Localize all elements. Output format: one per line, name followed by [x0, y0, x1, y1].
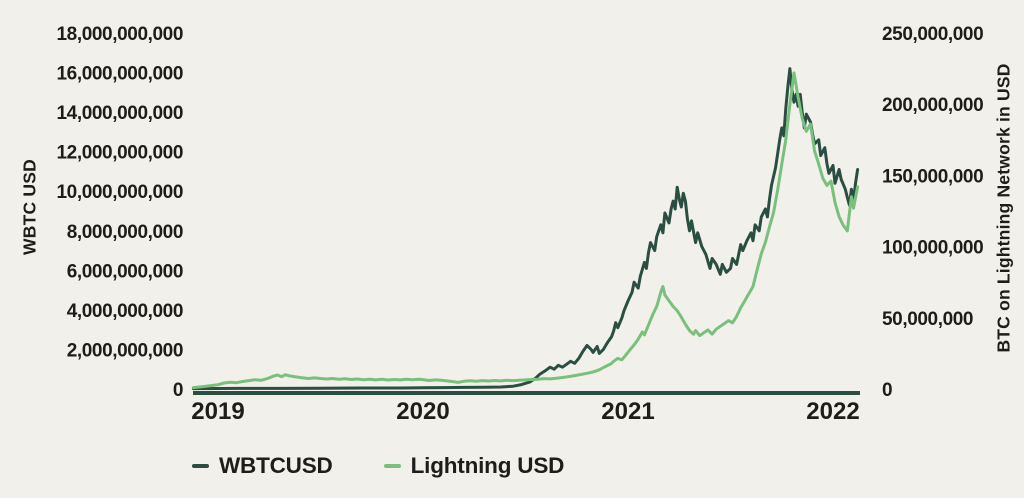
x-axis-tick-label: 2019 [191, 398, 244, 425]
series-line-wbtcusd [191, 67, 860, 391]
left-axis-tick-label: 4,000,000,000 [67, 301, 183, 322]
right-axis-tick-label: 50,000,000 [882, 309, 973, 330]
legend-label-lightning-usd: Lightning USD [410, 453, 565, 478]
left-axis-tick-label: 10,000,000,000 [57, 182, 183, 203]
wbtcusd-swatch-icon [192, 464, 209, 468]
right-axis-tick-label: 200,000,000 [882, 95, 983, 116]
left-axis-tick-label: 12,000,000,000 [57, 143, 183, 164]
left-axis-tick-label: 0 [173, 380, 183, 401]
lightning-usd-swatch-icon [383, 464, 401, 468]
right-axis-tick-label: 150,000,000 [882, 166, 983, 187]
series-line-lightning-usd [191, 71, 860, 390]
left-axis-tick-label: 16,000,000,000 [57, 64, 183, 85]
left-axis-title: WBTC USD [19, 159, 40, 255]
left-axis-tick-label: 2,000,000,000 [67, 340, 183, 361]
legend-label-wbtcusd: WBTCUSD [219, 453, 333, 478]
x-axis-tick-label: 2020 [396, 398, 449, 425]
right-axis-title: BTC on Lightning Network in USD [993, 63, 1014, 353]
legend-item-wbtcusd: WBTCUSD [192, 453, 333, 479]
x-axis-tick-label: 2022 [806, 398, 859, 425]
left-axis-tick-label: 8,000,000,000 [67, 222, 183, 243]
legend: WBTCUSD Lightning USD [192, 453, 564, 479]
legend-item-lightning-usd: Lightning USD [383, 453, 565, 479]
right-axis-tick-label: 0 [882, 380, 892, 401]
right-axis-tick-label: 250,000,000 [882, 24, 983, 45]
left-axis-tick-label: 18,000,000,000 [57, 24, 183, 45]
right-axis-tick-label: 100,000,000 [882, 238, 983, 259]
left-axis-tick-label: 6,000,000,000 [67, 261, 183, 282]
x-axis-tick-label: 2021 [601, 398, 654, 425]
left-axis-tick-label: 14,000,000,000 [57, 103, 183, 124]
